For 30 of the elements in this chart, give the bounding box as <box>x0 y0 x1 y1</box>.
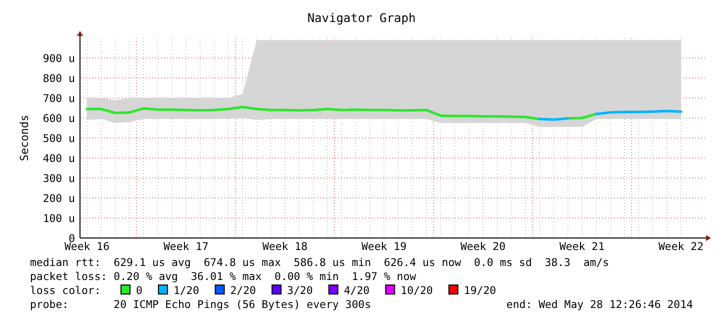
chart-title: Navigator Graph <box>307 11 416 25</box>
legend-label: 19/20 <box>464 284 496 297</box>
legend-label: 0 <box>136 284 142 297</box>
y-tick-label: 400 u <box>42 152 75 165</box>
y-tick-label: 200 u <box>42 192 75 205</box>
y-axis-title: Seconds <box>18 114 31 162</box>
text: packet loss: 0.20 % avg 36.01 % max 0.00 % min 1.97 % now <box>30 270 417 283</box>
y-tick-label: 700 u <box>42 92 75 105</box>
x-tick-label: Week 18 <box>262 240 308 253</box>
y-tick-label: 300 u <box>42 172 75 185</box>
legend-label: 1/20 <box>173 284 200 297</box>
text: end: Wed May 28 12:26:46 2014 <box>506 298 693 311</box>
x-tick-label: Week 17 <box>163 240 209 253</box>
y-tick-label: 500 u <box>42 132 75 145</box>
y-tick-label: 900 u <box>42 52 75 65</box>
y-tick-label: 800 u <box>42 72 75 85</box>
x-tick-label: Week 22 <box>658 240 704 253</box>
legend-title: loss color: <box>30 284 101 297</box>
legend-label: 10/20 <box>400 284 433 297</box>
x-tick-label: Week 16 <box>64 240 110 253</box>
legend-label: 4/20 <box>344 284 370 297</box>
text: probe: 20 ICMP Echo Pings (56 Bytes) every 300s <box>30 298 372 311</box>
x-tick-label: Week 19 <box>361 240 407 253</box>
legend-label: 2/20 <box>230 284 256 297</box>
legend-label: 3/20 <box>287 284 313 297</box>
text: median rtt: 629.1 us avg 674.8 us max 586.8 us min 626.4 us now 0.0 ms sd 38.3 am/s <box>30 256 610 269</box>
x-tick-label: Week 20 <box>460 240 506 253</box>
x-tick-label: Week 21 <box>559 240 605 253</box>
y-tick-label: 600 u <box>42 112 75 125</box>
y-tick-label: 100 u <box>42 212 75 225</box>
